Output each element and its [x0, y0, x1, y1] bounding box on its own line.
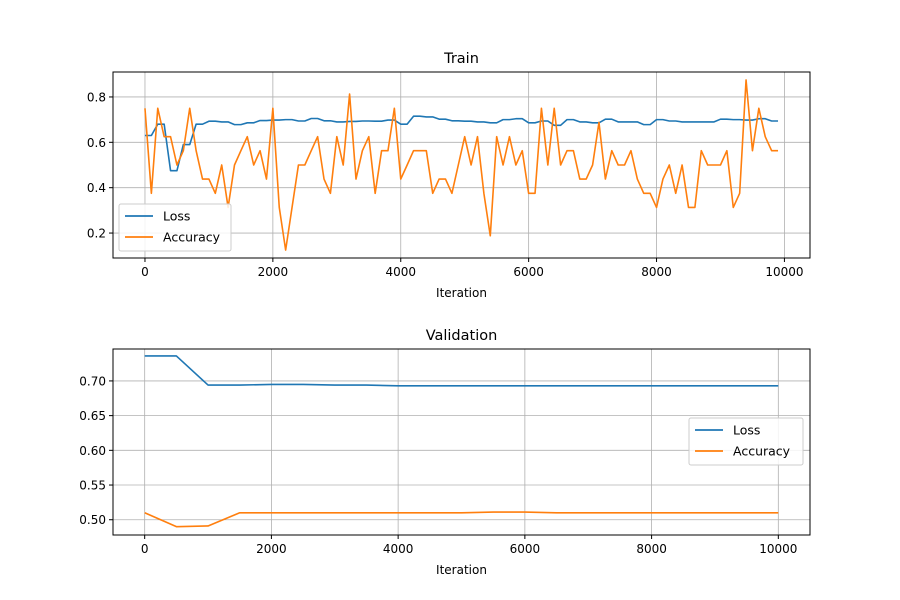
validation-x-tick-label: 10000 [759, 542, 797, 556]
train-y-tick-label: 0.8 [87, 90, 106, 104]
train-x-tick-label: 6000 [513, 265, 544, 279]
train-legend-label-accuracy: Accuracy [163, 230, 221, 245]
train-chart: 0 2000 4000 6000 8000 10000 0.2 0.4 0.6 0.8 Train I… [87, 51, 811, 300]
validation-y-tick-label: 0.60 [79, 444, 106, 458]
validation-chart: 0 2000 4000 6000 8000 10000 0.50 0.55 0.60 0.65 0.… [79, 328, 811, 577]
validation-x-tick-label: 0 [141, 542, 149, 556]
validation-x-tick-label: 2000 [256, 542, 287, 556]
validation-y-tick-label: 0.70 [79, 374, 106, 388]
validation-series-loss-line [144, 355, 779, 387]
train-legend-label-loss: Loss [163, 209, 190, 224]
train-x-tick-label: 10000 [765, 265, 803, 279]
validation-legend: Loss Accuracy [688, 417, 804, 466]
validation-axes-frame [112, 348, 811, 536]
train-legend: Loss Accuracy [118, 203, 232, 252]
validation-y-tick-label: 0.55 [79, 479, 106, 493]
train-x-tick-label: 4000 [385, 265, 416, 279]
train-series-accuracy-line [144, 79, 779, 251]
train-series-loss-line [144, 115, 779, 172]
train-y-tick-label: 0.4 [87, 181, 106, 195]
validation-y-tick-label: 0.65 [79, 409, 106, 423]
train-x-axis-label: Iteration [436, 286, 487, 300]
train-x-tick-label: 2000 [258, 265, 289, 279]
validation-x-axis-label: Iteration [436, 563, 487, 577]
train-x-tick-label: 0 [141, 265, 149, 279]
train-title: Train [443, 51, 479, 67]
validation-title: Validation [426, 328, 498, 344]
train-axes-frame [112, 71, 811, 259]
train-x-tick-label: 8000 [641, 265, 672, 279]
validation-y-tick-label: 0.50 [79, 513, 106, 527]
train-y-tick-label: 0.6 [87, 136, 106, 150]
validation-legend-label-accuracy: Accuracy [733, 444, 791, 459]
validation-x-tick-label: 8000 [636, 542, 667, 556]
validation-legend-label-loss: Loss [733, 423, 760, 438]
validation-x-tick-label: 4000 [383, 542, 414, 556]
train-y-tick-label: 0.2 [87, 227, 106, 241]
validation-series-accuracy-line [144, 511, 779, 528]
validation-x-tick-label: 6000 [510, 542, 541, 556]
